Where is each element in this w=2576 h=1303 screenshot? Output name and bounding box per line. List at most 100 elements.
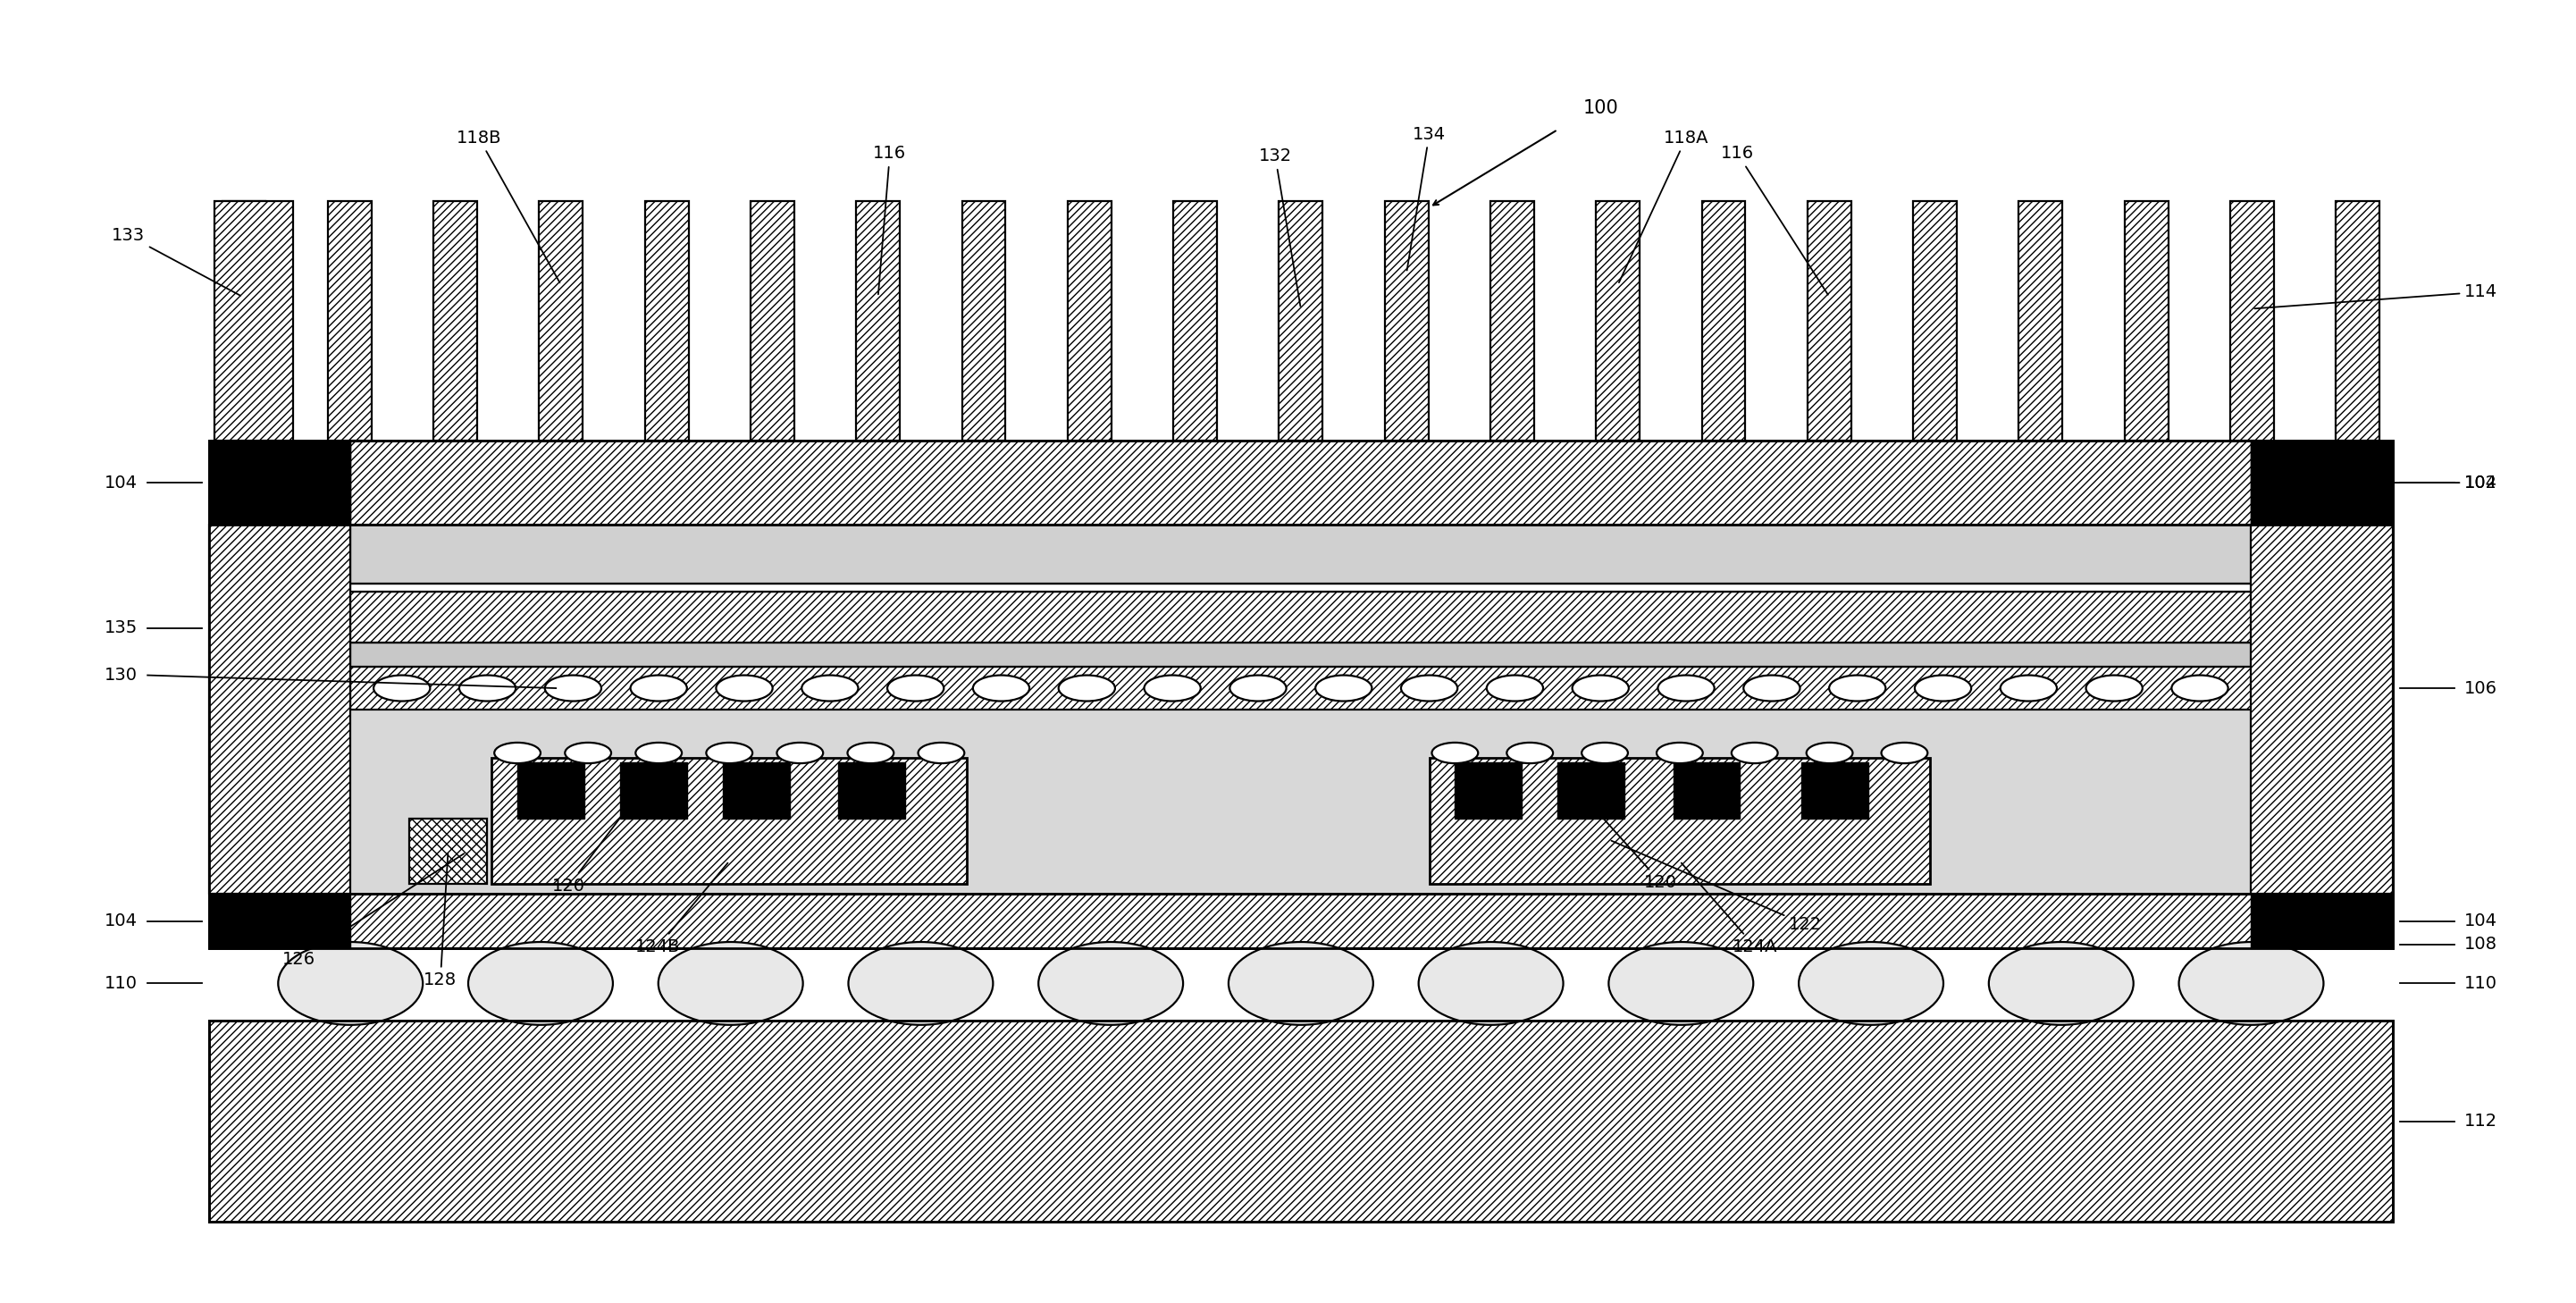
Ellipse shape xyxy=(1059,675,1115,701)
Bar xyxy=(750,201,793,440)
Text: 110: 110 xyxy=(2465,975,2499,992)
Bar xyxy=(1455,762,1522,820)
Text: 118B: 118B xyxy=(456,129,559,283)
Ellipse shape xyxy=(1798,942,1942,1025)
Ellipse shape xyxy=(1401,675,1458,701)
Bar xyxy=(209,440,350,525)
Bar xyxy=(2251,440,2393,525)
Ellipse shape xyxy=(1582,743,1628,764)
Ellipse shape xyxy=(1659,675,1716,701)
Bar xyxy=(2336,201,2380,440)
Bar xyxy=(724,762,791,820)
Ellipse shape xyxy=(1806,743,1852,764)
Bar xyxy=(1492,201,1535,440)
Bar xyxy=(350,709,2251,894)
Text: 122: 122 xyxy=(1613,840,1821,933)
Text: 135: 135 xyxy=(103,620,137,637)
Bar xyxy=(2020,201,2063,440)
Text: 132: 132 xyxy=(1260,147,1301,306)
Text: 104: 104 xyxy=(2465,912,2499,930)
Ellipse shape xyxy=(1571,675,1628,701)
Ellipse shape xyxy=(917,743,963,764)
Bar xyxy=(492,758,966,883)
Bar xyxy=(214,201,294,440)
Text: 116: 116 xyxy=(873,145,907,294)
Ellipse shape xyxy=(564,743,611,764)
Ellipse shape xyxy=(1989,942,2133,1025)
Text: 100: 100 xyxy=(1584,99,1618,117)
Bar xyxy=(1674,762,1739,820)
Bar xyxy=(518,762,585,820)
Bar xyxy=(1597,201,1641,440)
Ellipse shape xyxy=(1507,743,1553,764)
Ellipse shape xyxy=(636,743,683,764)
Text: 114: 114 xyxy=(2254,284,2499,309)
Bar xyxy=(2251,440,2393,525)
Bar xyxy=(222,201,265,440)
Ellipse shape xyxy=(1656,743,1703,764)
Text: 133: 133 xyxy=(111,227,240,296)
Text: 128: 128 xyxy=(425,853,456,989)
Bar xyxy=(2125,201,2169,440)
Ellipse shape xyxy=(495,743,541,764)
Ellipse shape xyxy=(1432,743,1479,764)
Bar xyxy=(209,1020,2393,1221)
Bar xyxy=(1386,201,1427,440)
Ellipse shape xyxy=(716,675,773,701)
Bar xyxy=(1066,201,1110,440)
Text: 104: 104 xyxy=(103,912,137,930)
Ellipse shape xyxy=(2179,942,2324,1025)
Ellipse shape xyxy=(848,743,894,764)
Ellipse shape xyxy=(631,675,688,701)
Bar xyxy=(855,201,899,440)
Bar xyxy=(350,592,2251,642)
Bar xyxy=(350,667,2251,709)
Bar xyxy=(350,642,2251,667)
Text: 120: 120 xyxy=(1579,792,1677,890)
Ellipse shape xyxy=(1607,942,1754,1025)
Text: 124B: 124B xyxy=(636,863,729,955)
Ellipse shape xyxy=(1829,675,1886,701)
Bar xyxy=(433,201,477,440)
Bar xyxy=(538,201,582,440)
Text: 118A: 118A xyxy=(1618,129,1708,283)
Bar xyxy=(350,584,2251,592)
Bar xyxy=(621,762,688,820)
Text: 104: 104 xyxy=(103,474,137,491)
Ellipse shape xyxy=(1914,675,1971,701)
Ellipse shape xyxy=(886,675,943,701)
Ellipse shape xyxy=(469,942,613,1025)
Ellipse shape xyxy=(659,942,804,1025)
Bar xyxy=(327,201,371,440)
Text: 126: 126 xyxy=(283,853,464,968)
Ellipse shape xyxy=(1229,942,1373,1025)
Bar xyxy=(209,440,2393,525)
Ellipse shape xyxy=(1229,675,1285,701)
Bar xyxy=(209,894,2393,949)
Text: 116: 116 xyxy=(1721,145,1829,294)
Ellipse shape xyxy=(801,675,858,701)
Text: 112: 112 xyxy=(2465,1113,2499,1130)
Ellipse shape xyxy=(848,942,992,1025)
Ellipse shape xyxy=(546,675,600,701)
Bar xyxy=(1280,201,1321,440)
Text: 108: 108 xyxy=(2465,936,2499,952)
Text: 124A: 124A xyxy=(1682,863,1777,955)
Bar xyxy=(209,894,350,949)
Ellipse shape xyxy=(706,743,752,764)
Ellipse shape xyxy=(1144,675,1200,701)
Bar xyxy=(209,525,2393,894)
Ellipse shape xyxy=(374,675,430,701)
Bar xyxy=(644,201,688,440)
Text: 134: 134 xyxy=(1406,125,1445,270)
Bar xyxy=(209,894,2393,949)
Text: 130: 130 xyxy=(103,667,137,684)
Ellipse shape xyxy=(1419,942,1564,1025)
Ellipse shape xyxy=(1731,743,1777,764)
Text: 106: 106 xyxy=(2465,680,2499,697)
Ellipse shape xyxy=(2002,675,2056,701)
Text: 110: 110 xyxy=(103,975,137,992)
Ellipse shape xyxy=(2087,675,2143,701)
Ellipse shape xyxy=(278,942,422,1025)
Bar xyxy=(1808,201,1852,440)
